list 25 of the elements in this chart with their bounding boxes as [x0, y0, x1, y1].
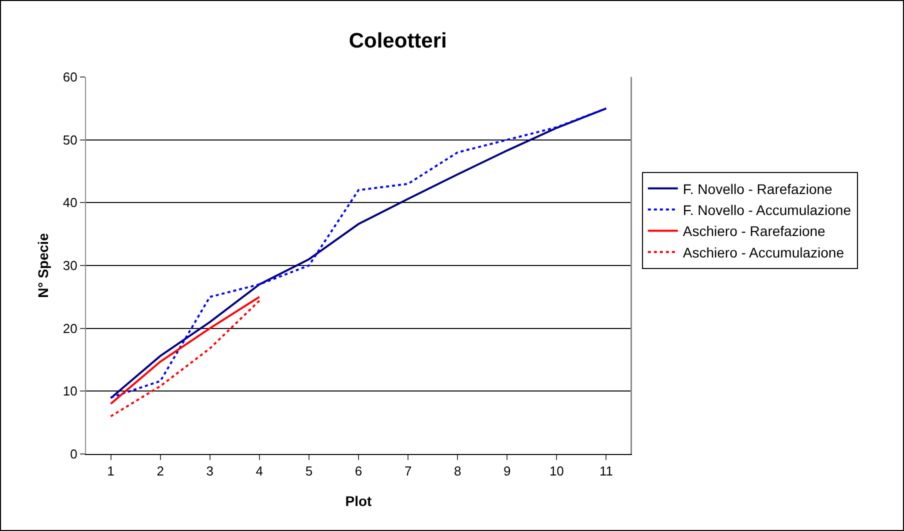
y-tick-label: 20	[62, 320, 78, 336]
y-tick-label: 10	[62, 384, 78, 399]
y-tick-label: 60	[62, 70, 78, 85]
x-tick-label: 7	[404, 464, 412, 479]
legend-label: Aschiero - Rarefazione	[682, 223, 826, 240]
x-tick-label: 9	[504, 464, 511, 479]
y-axis-title: N° Specie	[35, 232, 51, 298]
legend-label: F. Novello - Rarefazione	[682, 180, 833, 197]
legend-label: F. Novello - Accumulazione	[682, 202, 852, 218]
x-tick-label: 10	[549, 464, 564, 479]
x-tick-label: 2	[156, 464, 164, 479]
y-tick-label: 0	[70, 446, 78, 462]
x-tick-label: 8	[454, 464, 462, 479]
x-tick-label: 5	[305, 464, 313, 479]
x-tick-label: 3	[206, 464, 214, 479]
y-tick-label: 30	[62, 258, 78, 274]
chart-title: Coleotteri	[348, 29, 447, 52]
x-tick-label: 6	[354, 464, 362, 479]
x-tick-label: 1	[107, 464, 114, 479]
x-tick-label: 4	[256, 464, 264, 479]
x-tick-label: 11	[599, 464, 613, 479]
y-tick-label: 40	[62, 195, 78, 210]
y-tick-label: 50	[62, 132, 78, 148]
legend-label: Aschiero - Accumulazione	[682, 244, 844, 260]
x-axis-title: Plot	[345, 493, 372, 509]
